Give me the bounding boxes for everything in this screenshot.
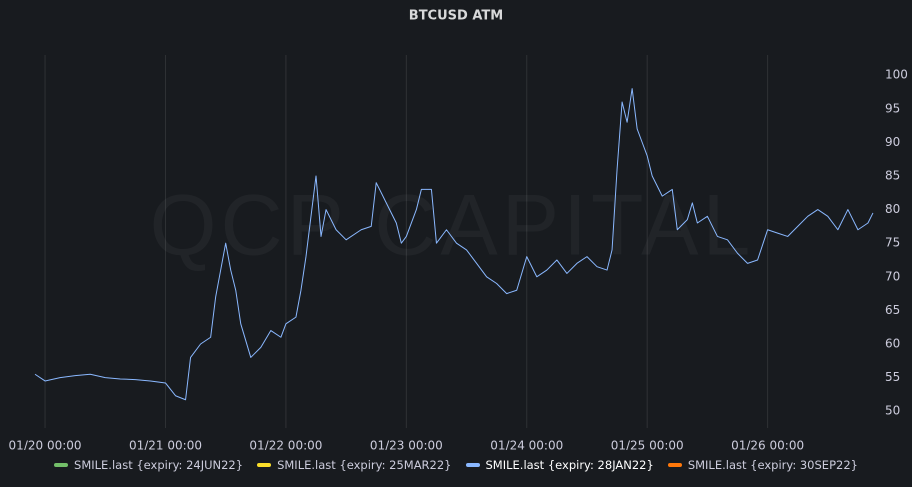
y-tick-label: 90 xyxy=(885,135,900,149)
y-tick-label: 60 xyxy=(885,336,900,350)
y-tick-label: 50 xyxy=(885,404,900,418)
y-tick-label: 65 xyxy=(885,303,900,317)
watermark: QCP CAPITAL xyxy=(150,178,755,274)
x-tick-label: 01/22 00:00 xyxy=(249,439,322,451)
chart: QCP CAPITAL BTCUSD ATM 01/20 00:00 01/21 … xyxy=(9,9,908,451)
legend: SMILE.last {expiry: 24JUN22} SMILE.last {… xyxy=(0,458,912,472)
legend-item[interactable]: SMILE.last {expiry: 25MAR22} xyxy=(257,458,452,472)
legend-label: SMILE.last {expiry: 28JAN22} xyxy=(485,458,654,472)
legend-label: SMILE.last {expiry: 30SEP22} xyxy=(687,458,858,472)
x-tick-label: 01/21 00:00 xyxy=(129,439,202,451)
legend-swatch xyxy=(667,463,682,467)
x-tick-label: 01/20 00:00 xyxy=(9,439,82,451)
y-tick-label: 100 xyxy=(885,68,908,82)
series-line xyxy=(34,88,874,401)
legend-item[interactable]: SMILE.last {expiry: 28JAN22} xyxy=(465,458,654,472)
grid xyxy=(44,55,769,428)
x-tick-label: 01/24 00:00 xyxy=(490,439,563,451)
legend-label: SMILE.last {expiry: 24JUN22} xyxy=(74,458,244,472)
legend-swatch xyxy=(465,463,480,467)
y-tick-label: 95 xyxy=(885,101,900,115)
legend-item[interactable]: SMILE.last {expiry: 30SEP22} xyxy=(667,458,858,472)
x-tick-label: 01/26 00:00 xyxy=(731,439,804,451)
x-tick-label: 01/25 00:00 xyxy=(611,439,684,451)
y-tick-label: 75 xyxy=(885,236,900,250)
legend-swatch xyxy=(54,463,69,467)
y-tick-label: 80 xyxy=(885,202,900,216)
x-tick-label: 01/23 00:00 xyxy=(370,439,443,451)
y-tick-label: 70 xyxy=(885,269,900,283)
chart-title: BTCUSD ATM xyxy=(409,9,503,24)
legend-label: SMILE.last {expiry: 25MAR22} xyxy=(277,458,452,472)
legend-swatch xyxy=(257,463,272,467)
y-tick-label: 55 xyxy=(885,370,900,384)
legend-item[interactable]: SMILE.last {expiry: 24JUN22} xyxy=(54,458,243,472)
y-tick-label: 85 xyxy=(885,168,900,182)
